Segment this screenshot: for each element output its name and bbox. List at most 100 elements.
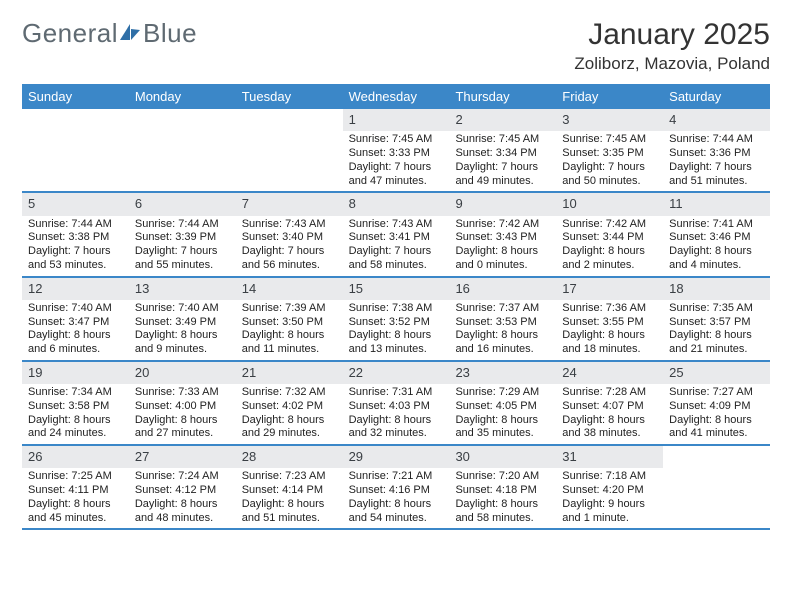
sunrise-text: Sunrise: 7:33 AM	[135, 386, 230, 400]
sunset-text: Sunset: 4:11 PM	[28, 484, 123, 498]
daylight-text: Daylight: 8 hours and 27 minutes.	[135, 414, 230, 442]
daylight-text: Daylight: 8 hours and 45 minutes.	[28, 498, 123, 526]
month-title: January 2025	[574, 18, 770, 52]
calendar-day-cell: 21Sunrise: 7:32 AMSunset: 4:02 PMDayligh…	[236, 362, 343, 444]
sunrise-text: Sunrise: 7:34 AM	[28, 386, 123, 400]
title-block: January 2025 Zoliborz, Mazovia, Poland	[574, 18, 770, 74]
calendar-week-row: 26Sunrise: 7:25 AMSunset: 4:11 PMDayligh…	[22, 446, 770, 530]
sunrise-text: Sunrise: 7:45 AM	[349, 133, 444, 147]
day-info: Sunrise: 7:21 AMSunset: 4:16 PMDaylight:…	[343, 470, 450, 525]
weekday-header: Friday	[556, 84, 663, 109]
day-info: Sunrise: 7:34 AMSunset: 3:58 PMDaylight:…	[22, 386, 129, 441]
day-info: Sunrise: 7:42 AMSunset: 3:44 PMDaylight:…	[556, 218, 663, 273]
daylight-text: Daylight: 8 hours and 51 minutes.	[242, 498, 337, 526]
calendar-day-cell: 1Sunrise: 7:45 AMSunset: 3:33 PMDaylight…	[343, 109, 450, 191]
weekday-header: Tuesday	[236, 84, 343, 109]
calendar-day-cell: 17Sunrise: 7:36 AMSunset: 3:55 PMDayligh…	[556, 278, 663, 360]
day-number: 27	[129, 446, 236, 468]
daylight-text: Daylight: 7 hours and 58 minutes.	[349, 245, 444, 273]
day-info: Sunrise: 7:45 AMSunset: 3:33 PMDaylight:…	[343, 133, 450, 188]
daylight-text: Daylight: 8 hours and 29 minutes.	[242, 414, 337, 442]
calendar-page: General Blue January 2025 Zoliborz, Mazo…	[0, 0, 792, 612]
sunset-text: Sunset: 3:41 PM	[349, 231, 444, 245]
day-info: Sunrise: 7:44 AMSunset: 3:39 PMDaylight:…	[129, 218, 236, 273]
day-number: 31	[556, 446, 663, 468]
calendar-week-row: 1Sunrise: 7:45 AMSunset: 3:33 PMDaylight…	[22, 109, 770, 193]
calendar-day-cell: 30Sunrise: 7:20 AMSunset: 4:18 PMDayligh…	[449, 446, 556, 528]
calendar-day-cell: 19Sunrise: 7:34 AMSunset: 3:58 PMDayligh…	[22, 362, 129, 444]
calendar-day-cell: 3Sunrise: 7:45 AMSunset: 3:35 PMDaylight…	[556, 109, 663, 191]
day-info: Sunrise: 7:38 AMSunset: 3:52 PMDaylight:…	[343, 302, 450, 357]
calendar-day-cell: 25Sunrise: 7:27 AMSunset: 4:09 PMDayligh…	[663, 362, 770, 444]
sunset-text: Sunset: 3:50 PM	[242, 316, 337, 330]
sunset-text: Sunset: 4:05 PM	[455, 400, 550, 414]
day-number: 5	[22, 193, 129, 215]
sunrise-text: Sunrise: 7:18 AM	[562, 470, 657, 484]
sunset-text: Sunset: 3:46 PM	[669, 231, 764, 245]
sunset-text: Sunset: 3:55 PM	[562, 316, 657, 330]
day-info: Sunrise: 7:40 AMSunset: 3:47 PMDaylight:…	[22, 302, 129, 357]
sunset-text: Sunset: 3:57 PM	[669, 316, 764, 330]
sunrise-text: Sunrise: 7:23 AM	[242, 470, 337, 484]
day-info: Sunrise: 7:23 AMSunset: 4:14 PMDaylight:…	[236, 470, 343, 525]
calendar-day-cell: 27Sunrise: 7:24 AMSunset: 4:12 PMDayligh…	[129, 446, 236, 528]
daylight-text: Daylight: 8 hours and 9 minutes.	[135, 329, 230, 357]
day-info: Sunrise: 7:31 AMSunset: 4:03 PMDaylight:…	[343, 386, 450, 441]
sunset-text: Sunset: 3:49 PM	[135, 316, 230, 330]
sunset-text: Sunset: 3:44 PM	[562, 231, 657, 245]
day-info: Sunrise: 7:43 AMSunset: 3:41 PMDaylight:…	[343, 218, 450, 273]
day-info: Sunrise: 7:18 AMSunset: 4:20 PMDaylight:…	[556, 470, 663, 525]
daylight-text: Daylight: 8 hours and 41 minutes.	[669, 414, 764, 442]
daylight-text: Daylight: 8 hours and 38 minutes.	[562, 414, 657, 442]
daylight-text: Daylight: 8 hours and 35 minutes.	[455, 414, 550, 442]
day-info: Sunrise: 7:39 AMSunset: 3:50 PMDaylight:…	[236, 302, 343, 357]
sunrise-text: Sunrise: 7:25 AM	[28, 470, 123, 484]
day-number: 17	[556, 278, 663, 300]
daylight-text: Daylight: 7 hours and 56 minutes.	[242, 245, 337, 273]
day-info: Sunrise: 7:25 AMSunset: 4:11 PMDaylight:…	[22, 470, 129, 525]
daylight-text: Daylight: 7 hours and 55 minutes.	[135, 245, 230, 273]
daylight-text: Daylight: 7 hours and 53 minutes.	[28, 245, 123, 273]
day-info: Sunrise: 7:44 AMSunset: 3:38 PMDaylight:…	[22, 218, 129, 273]
calendar-day-cell: 20Sunrise: 7:33 AMSunset: 4:00 PMDayligh…	[129, 362, 236, 444]
calendar-week-row: 12Sunrise: 7:40 AMSunset: 3:47 PMDayligh…	[22, 278, 770, 362]
day-number: 1	[343, 109, 450, 131]
sunset-text: Sunset: 3:40 PM	[242, 231, 337, 245]
daylight-text: Daylight: 8 hours and 0 minutes.	[455, 245, 550, 273]
daylight-text: Daylight: 7 hours and 51 minutes.	[669, 161, 764, 189]
sunrise-text: Sunrise: 7:32 AM	[242, 386, 337, 400]
brand-logo: General Blue	[22, 18, 197, 49]
calendar-week-row: 5 Sunrise: 7:44 AMSunset: 3:38 PMDaylight…	[22, 193, 770, 277]
day-number: 30	[449, 446, 556, 468]
sunrise-text: Sunrise: 7:21 AM	[349, 470, 444, 484]
brand-word-2: Blue	[143, 18, 197, 49]
day-number: 11	[663, 193, 770, 215]
sunset-text: Sunset: 4:02 PM	[242, 400, 337, 414]
sunset-text: Sunset: 3:58 PM	[28, 400, 123, 414]
sunset-text: Sunset: 3:52 PM	[349, 316, 444, 330]
sunrise-text: Sunrise: 7:44 AM	[28, 218, 123, 232]
calendar-day-cell: 28Sunrise: 7:23 AMSunset: 4:14 PMDayligh…	[236, 446, 343, 528]
day-number	[236, 109, 343, 131]
daylight-text: Daylight: 8 hours and 2 minutes.	[562, 245, 657, 273]
day-info: Sunrise: 7:44 AMSunset: 3:36 PMDaylight:…	[663, 133, 770, 188]
sunset-text: Sunset: 4:03 PM	[349, 400, 444, 414]
sunrise-text: Sunrise: 7:28 AM	[562, 386, 657, 400]
sunrise-text: Sunrise: 7:27 AM	[669, 386, 764, 400]
sunrise-text: Sunrise: 7:43 AM	[242, 218, 337, 232]
day-info: Sunrise: 7:27 AMSunset: 4:09 PMDaylight:…	[663, 386, 770, 441]
sunset-text: Sunset: 4:18 PM	[455, 484, 550, 498]
day-info: Sunrise: 7:42 AMSunset: 3:43 PMDaylight:…	[449, 218, 556, 273]
location-text: Zoliborz, Mazovia, Poland	[574, 54, 770, 74]
sunset-text: Sunset: 4:00 PM	[135, 400, 230, 414]
daylight-text: Daylight: 7 hours and 50 minutes.	[562, 161, 657, 189]
day-info: Sunrise: 7:24 AMSunset: 4:12 PMDaylight:…	[129, 470, 236, 525]
day-number: 8	[343, 193, 450, 215]
calendar-day-cell	[236, 109, 343, 191]
calendar-day-cell: 15Sunrise: 7:38 AMSunset: 3:52 PMDayligh…	[343, 278, 450, 360]
day-info: Sunrise: 7:33 AMSunset: 4:00 PMDaylight:…	[129, 386, 236, 441]
sunset-text: Sunset: 3:34 PM	[455, 147, 550, 161]
day-number: 19	[22, 362, 129, 384]
day-number	[129, 109, 236, 131]
sunset-text: Sunset: 3:47 PM	[28, 316, 123, 330]
